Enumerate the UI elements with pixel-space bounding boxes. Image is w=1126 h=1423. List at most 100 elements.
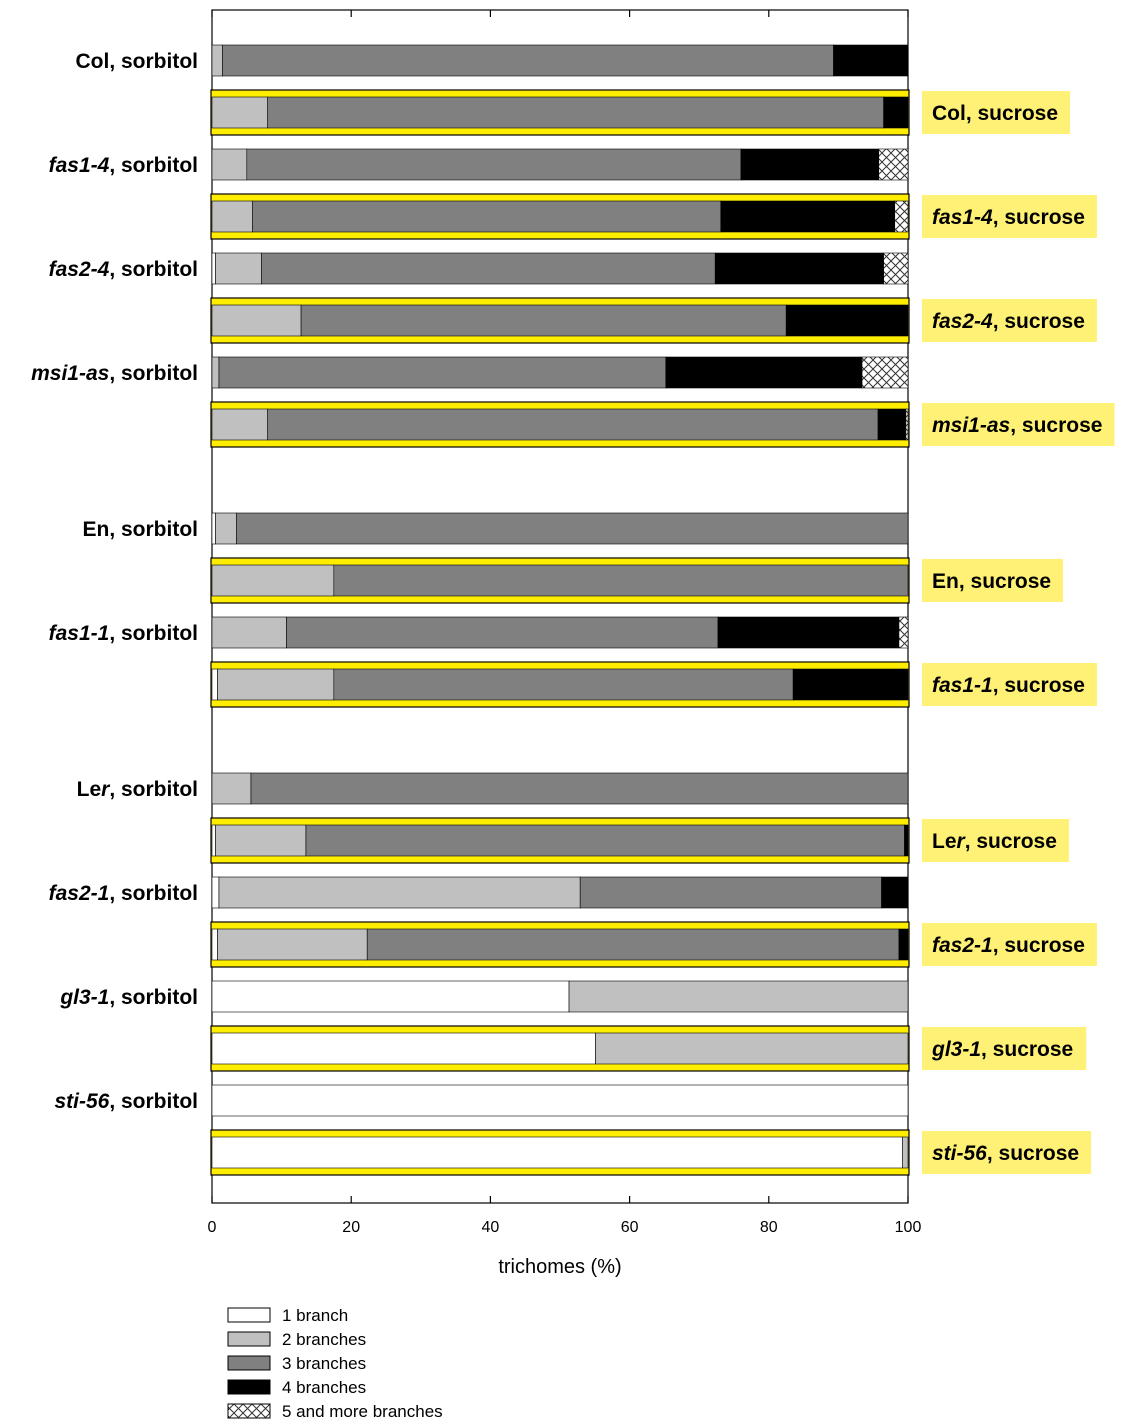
row-label-highlight — [922, 819, 1069, 862]
treatment: , sucrose — [959, 570, 1051, 593]
bar-segment — [215, 512, 237, 545]
row-label: fas2-1, sorbitol — [49, 882, 198, 905]
row-label: sti-56, sucrose — [932, 1142, 1079, 1165]
bar-segment — [211, 1032, 596, 1065]
legend-label: 4 branches — [282, 1378, 366, 1397]
treatment: , sorbitol — [109, 778, 198, 801]
bar-segment — [720, 200, 896, 233]
tick-label: 60 — [621, 1219, 639, 1236]
bar-segment — [792, 668, 909, 701]
row-label-highlight — [922, 923, 1097, 966]
bar-segment — [883, 252, 909, 285]
genotype: fas2-4 — [932, 310, 993, 333]
row-label: fas2-4, sorbitol — [49, 258, 198, 281]
bar-segment — [665, 356, 863, 389]
bar-segment — [211, 148, 248, 181]
bar-segment — [883, 96, 909, 129]
bar-segment — [211, 408, 268, 441]
bar-segment — [211, 44, 223, 77]
bar-segment — [902, 1136, 909, 1169]
treatment: , sorbitol — [109, 882, 198, 905]
bar-segment — [217, 928, 368, 961]
bar-segment — [898, 616, 909, 649]
row-label: En, sucrose — [932, 570, 1051, 593]
bar-row — [210, 817, 910, 864]
row-label: fas2-1, sucrose — [932, 934, 1085, 957]
genotype: Col — [932, 102, 966, 125]
bar-segment — [236, 512, 909, 545]
row-label: Ler, sucrose — [932, 830, 1057, 853]
treatment: , sorbitol — [109, 362, 198, 385]
bar-segment — [305, 824, 905, 857]
treatment: , sucrose — [987, 1142, 1079, 1165]
bar-segment — [211, 980, 570, 1013]
bar-row — [211, 980, 909, 1013]
bar-row — [211, 772, 909, 805]
bar-segment — [568, 980, 909, 1013]
genotype: fas1-4 — [932, 206, 993, 229]
row-label: Col, sorbitol — [76, 50, 199, 73]
row-label: Ler, sorbitol — [77, 778, 198, 801]
treatment: , sucrose — [966, 102, 1058, 125]
treatment: , sorbitol — [109, 1090, 198, 1113]
row-label-highlight — [922, 663, 1097, 706]
bar-segment — [579, 876, 882, 909]
bar-segment — [250, 772, 909, 805]
bar-segment — [211, 1136, 903, 1169]
bar-segment — [211, 824, 216, 857]
tick-label: 100 — [895, 1219, 922, 1236]
treatment: , sucrose — [993, 674, 1085, 697]
genotype: En — [932, 570, 959, 593]
bar-segment — [211, 1084, 909, 1117]
treatment: , sucrose — [993, 206, 1085, 229]
genotype: fas1-4 — [49, 154, 110, 177]
bar-row — [210, 89, 910, 136]
row-label-highlight — [922, 1027, 1087, 1070]
bar-row — [210, 661, 910, 708]
bar-segment — [246, 148, 742, 181]
genotype: msi1-as — [31, 362, 109, 385]
bar-row — [210, 401, 910, 448]
treatment: , sorbitol — [109, 258, 198, 281]
bar-segment — [211, 616, 287, 649]
row-label: msi1-as, sorbitol — [31, 362, 198, 385]
bar-segment — [595, 1032, 909, 1065]
legend-swatch — [227, 1379, 271, 1395]
bar-segment — [714, 252, 884, 285]
treatment: , sorbitol — [109, 518, 198, 541]
genotype: sti-56 — [54, 1090, 109, 1113]
bar-segment — [211, 356, 220, 389]
legend-swatch — [227, 1355, 271, 1371]
bar-segment — [211, 564, 335, 597]
bar-segment — [218, 356, 667, 389]
bar-segment — [217, 668, 335, 701]
treatment: , sorbitol — [109, 986, 198, 1009]
bar-segment — [861, 356, 909, 389]
tick-label: 80 — [760, 1219, 778, 1236]
bar-segment — [905, 408, 909, 441]
genotype: Le — [932, 830, 957, 853]
tick-label: 0 — [208, 1219, 217, 1236]
row-label: fas2-4, sucrose — [932, 310, 1085, 333]
genotype: fas1-1 — [49, 622, 110, 645]
bar-segment — [261, 252, 716, 285]
bar-segment — [211, 96, 268, 129]
bar-row — [211, 356, 909, 389]
bar-row — [211, 1084, 909, 1117]
genotype: r — [957, 830, 967, 853]
row-label: Col, sucrose — [932, 102, 1058, 125]
genotype: sti-56 — [932, 1142, 987, 1165]
bar-segment — [904, 824, 909, 857]
bar-segment — [211, 928, 218, 961]
bar-segment — [211, 252, 216, 285]
x-axis: 0 20 40 60 80 100 — [208, 10, 922, 1236]
legend-swatch — [227, 1403, 271, 1419]
bar-segment — [211, 876, 220, 909]
genotype: fas2-1 — [49, 882, 110, 905]
bar-segment — [898, 928, 909, 961]
bar-segment — [211, 668, 218, 701]
bar-segment — [211, 200, 253, 233]
bar-segment — [267, 408, 879, 441]
bar-row — [211, 148, 909, 181]
